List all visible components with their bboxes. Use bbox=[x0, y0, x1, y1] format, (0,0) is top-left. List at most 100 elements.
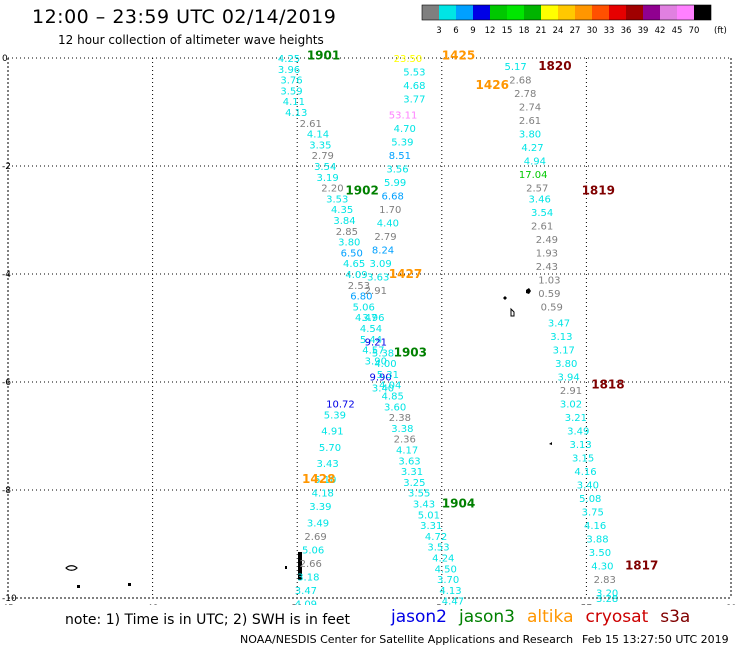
wave-height-value: 3.50 bbox=[589, 548, 611, 559]
satellite-legend-item: jason2 bbox=[391, 607, 447, 627]
wave-height-value: 3.60 bbox=[384, 402, 406, 413]
scale-label: 21 bbox=[536, 26, 547, 36]
wave-height-value: 3.77 bbox=[403, 95, 425, 106]
wave-height-value: 3.40 bbox=[372, 383, 394, 394]
scale-swatch bbox=[558, 5, 575, 20]
wave-height-value: 4.54 bbox=[360, 324, 382, 335]
island-shape bbox=[503, 296, 507, 300]
wave-height-value: 2.66 bbox=[300, 559, 322, 570]
wave-height-value: 4.09 bbox=[345, 270, 367, 281]
wave-height-value: 3.17 bbox=[553, 346, 575, 357]
wave-height-value: 4.18 bbox=[312, 489, 334, 500]
wave-height-value: 3.80 bbox=[338, 238, 360, 249]
pass-label: 1902 bbox=[345, 183, 378, 197]
wave-height-value: 8.51 bbox=[389, 151, 411, 162]
wave-height-value: 5.01 bbox=[418, 510, 440, 521]
scale-swatch bbox=[524, 5, 541, 20]
wave-height-value: 3.53 bbox=[427, 543, 449, 554]
wave-height-value: 3.13 bbox=[550, 332, 572, 343]
satellite-legend-item: jason3 bbox=[459, 607, 515, 627]
pass-label: 1425 bbox=[442, 48, 475, 62]
wave-height-value: 5.38 bbox=[372, 348, 394, 359]
wave-height-value: 2.91 bbox=[560, 386, 582, 397]
pass-label: 1901 bbox=[307, 48, 340, 62]
wave-height-value: 3.94 bbox=[557, 373, 579, 384]
wave-height-value: 3.09 bbox=[370, 259, 392, 270]
axis-ticks: 45 48 51 54 57 60 0 -2 -4 -6 -8 -10 bbox=[2, 54, 737, 605]
scale-swatch bbox=[694, 5, 711, 20]
wave-height-value: 3.96 bbox=[278, 65, 300, 76]
wave-height-value: 3.02 bbox=[560, 400, 582, 411]
x-tick-label: 51 bbox=[291, 604, 302, 605]
pass-label: 1817 bbox=[625, 559, 658, 573]
pass-label: 1818 bbox=[591, 378, 624, 392]
color-scale-legend: 3 6 9 12 15 18 21 24 27 30 33 36 39 42 45 70 (ft) bbox=[421, 4, 727, 36]
wave-height-value: 53.11 bbox=[389, 111, 418, 122]
wave-height-value: 2.85 bbox=[336, 227, 358, 238]
wave-height-value: 3.47 bbox=[548, 319, 570, 330]
satellite-legend: jason2 jason3 altika cryosat s3a bbox=[391, 607, 702, 627]
wave-height-plot: 4548515457600-2-4-6-8-10 4.253.963.763.5… bbox=[2, 48, 737, 605]
scale-label: 45 bbox=[672, 26, 683, 36]
wave-height-value: 3.43 bbox=[316, 459, 338, 470]
footer-note: note: 1) Time is in UTC; 2) SWH is in fe… bbox=[65, 612, 351, 628]
wave-height-value: 4.00 bbox=[374, 359, 396, 370]
wave-height-value: 2.69 bbox=[304, 532, 326, 543]
scale-label: 6 bbox=[453, 26, 458, 36]
wave-height-value: 3.43 bbox=[413, 500, 435, 511]
scale-label: 9 bbox=[470, 26, 475, 36]
scale-swatch bbox=[575, 5, 592, 20]
wave-height-value: 3.88 bbox=[586, 535, 608, 546]
wave-height-value: 2.74 bbox=[519, 103, 541, 114]
wave-height-value: 3.19 bbox=[316, 173, 338, 184]
chart-title: 12:00 – 23:59 UTC 02/14/2019 bbox=[32, 6, 337, 28]
scale-swatch bbox=[456, 5, 473, 20]
scale-label: 12 bbox=[485, 26, 496, 36]
wave-height-value: 2.53 bbox=[348, 281, 370, 292]
island-shape bbox=[65, 565, 78, 571]
scale-label: 42 bbox=[655, 26, 666, 36]
x-tick-label: 48 bbox=[147, 604, 159, 605]
wave-height-value: 4.94 bbox=[524, 157, 546, 168]
wave-height-value: 2.78 bbox=[514, 89, 536, 100]
wave-height-value: 23.50 bbox=[394, 54, 423, 65]
wave-height-value: 3.49 bbox=[307, 518, 329, 529]
wave-height-value: 4.09 bbox=[295, 599, 317, 605]
wave-height-value: 3.47 bbox=[295, 586, 317, 597]
pass-label: 1428 bbox=[302, 472, 335, 486]
scale-swatch bbox=[422, 5, 439, 20]
wave-height-value: 5.31 bbox=[377, 370, 399, 381]
wave-height-value: 4.04 bbox=[379, 381, 401, 392]
island-shape bbox=[549, 442, 552, 445]
wave-height-value: 5.99 bbox=[384, 178, 406, 189]
wave-height-value: 1.70 bbox=[379, 205, 401, 216]
scale-label: 15 bbox=[502, 26, 513, 36]
island-shape bbox=[510, 307, 515, 317]
credit-line: NOAA/NESDIS Center for Satellite Applica… bbox=[240, 633, 574, 646]
y-tick-label: -4 bbox=[2, 270, 11, 280]
pass-label: 1819 bbox=[582, 183, 615, 197]
wave-height-value: 3.70 bbox=[437, 575, 459, 586]
wave-height-value: 4.13 bbox=[285, 108, 307, 119]
scale-label: 24 bbox=[553, 26, 564, 36]
wave-height-value: 4.68 bbox=[403, 81, 425, 92]
wave-height-value: 4.16 bbox=[574, 467, 596, 478]
wave-height-value: 3.53 bbox=[326, 194, 348, 205]
wave-height-value: 4.47 bbox=[442, 597, 464, 605]
y-tick-label: -2 bbox=[2, 162, 11, 172]
pass-label: 1903 bbox=[394, 345, 427, 359]
wave-height-value: 3.46 bbox=[529, 194, 551, 205]
wave-height-value: 3.76 bbox=[280, 76, 302, 87]
scale-label: 36 bbox=[621, 26, 632, 36]
wave-height-value: 3.31 bbox=[401, 467, 423, 478]
island-shapes bbox=[65, 288, 552, 588]
wave-height-value: 2.57 bbox=[526, 184, 548, 195]
pass-label: 1904 bbox=[442, 497, 475, 511]
wave-height-value: 4.50 bbox=[435, 564, 457, 575]
y-tick-label: -10 bbox=[2, 594, 17, 604]
island-shape bbox=[298, 552, 302, 580]
scale-label: 3 bbox=[436, 26, 441, 36]
scale-label: 39 bbox=[638, 26, 649, 36]
wave-height-value: 5.53 bbox=[403, 68, 425, 79]
wave-height-value: 4.13 bbox=[439, 586, 461, 597]
